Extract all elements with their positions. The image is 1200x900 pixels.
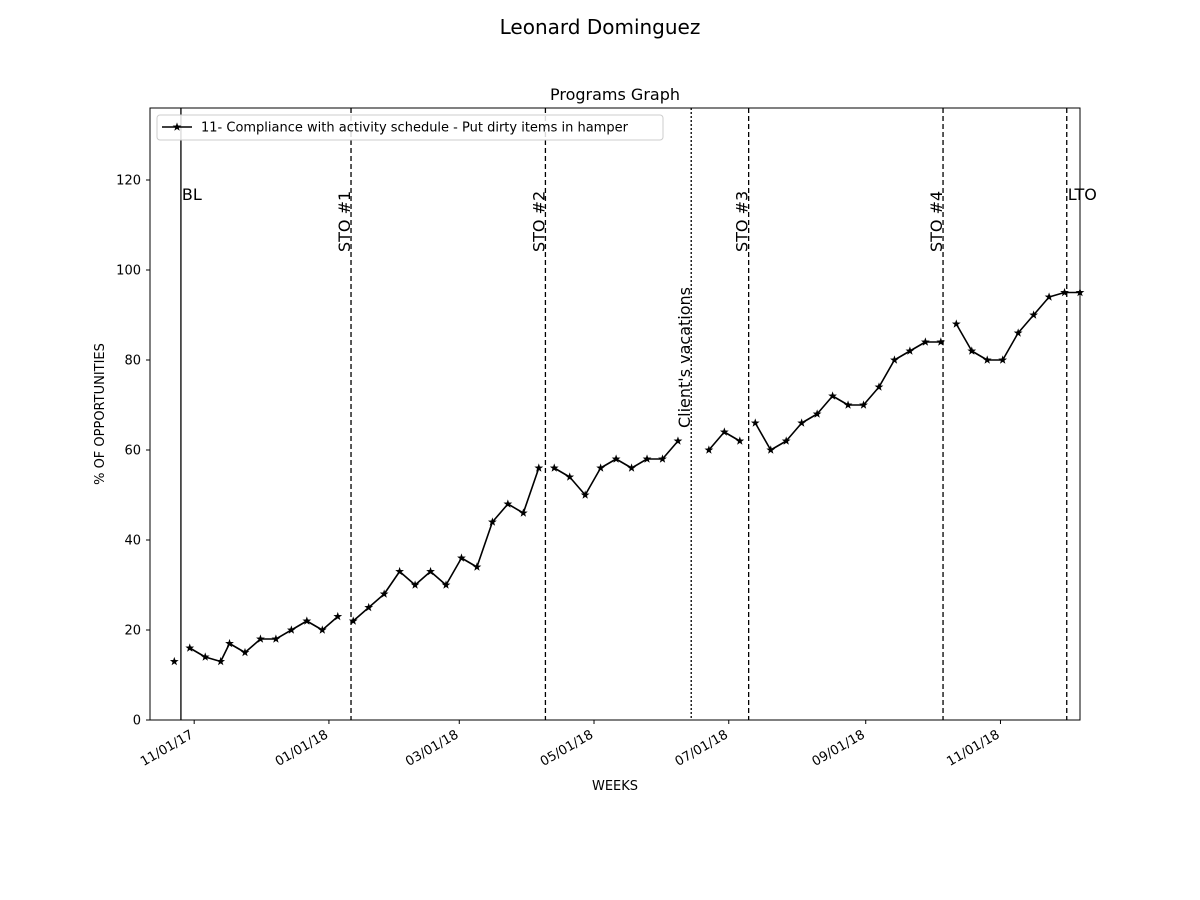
data-point-star (240, 647, 250, 657)
phase-lines: BL STO #1 STO #2 Client's vacations STO #3 ST… (180, 108, 1097, 720)
legend-star-marker (172, 122, 182, 131)
data-point-star (1060, 287, 1069, 297)
phase-label: BL (182, 185, 202, 204)
data-point-star (169, 656, 179, 666)
legend: 11- Compliance with activity schedule - … (156, 114, 664, 141)
phase-label: STO #3 (733, 191, 752, 252)
data-point-star (735, 436, 745, 445)
data-point-star (982, 355, 992, 364)
data-point-star (185, 643, 195, 652)
data-point-star (534, 463, 544, 472)
data-point-star (488, 517, 497, 526)
data-series (169, 287, 1085, 666)
data-point-star (998, 355, 1008, 364)
data-point-star (642, 454, 652, 463)
data-point-star (859, 400, 868, 409)
y-tick-label: 20 (124, 624, 141, 639)
data-point-star (395, 566, 404, 576)
figure-suptitle: Leonard Dominguez (500, 15, 701, 39)
data-point-star (1044, 292, 1054, 301)
y-tick-label: 80 (124, 354, 141, 369)
data-point-star (920, 337, 930, 346)
y-tick-label: 60 (124, 444, 141, 459)
phase-label: STO #1 (335, 191, 354, 252)
data-point-star (828, 391, 837, 400)
data-point-star (812, 409, 822, 418)
data-point-star (348, 616, 358, 625)
data-point-star (704, 445, 714, 454)
plot-frame (149, 107, 1081, 721)
data-point-star (441, 580, 451, 589)
y-tick-label: 120 (116, 174, 141, 189)
data-point-star (216, 656, 226, 666)
data-point-star (333, 611, 343, 621)
data-point-star (426, 566, 435, 576)
phase-label: LTO (1068, 185, 1097, 204)
data-point-star (874, 382, 884, 391)
data-point-star (967, 346, 977, 355)
y-tick-label: 0 (133, 714, 141, 729)
data-point-star (364, 602, 374, 612)
data-point-star (287, 625, 296, 634)
data-point-star (719, 427, 729, 436)
data-point-star (673, 436, 683, 445)
data-point-star (565, 472, 575, 481)
data-point-star (271, 634, 281, 643)
data-point-star (549, 463, 559, 472)
data-point-star (596, 463, 606, 472)
data-point-star (611, 454, 621, 463)
phase-label: STO #4 (927, 191, 946, 252)
data-point-star (379, 589, 389, 598)
data-point-star (457, 553, 466, 562)
data-point-star (225, 638, 234, 648)
data-point-star (936, 337, 946, 346)
data-point-star (1013, 328, 1023, 337)
data-point-star (905, 346, 915, 355)
data-point-star (627, 463, 636, 472)
data-point-star (750, 418, 760, 427)
data-point-star (410, 580, 420, 589)
data-point-star (472, 562, 482, 571)
phase-label: STO #2 (529, 191, 548, 252)
data-point-star (951, 319, 961, 328)
data-point-star (518, 508, 528, 517)
data-point-star (256, 634, 265, 643)
data-point-star (658, 454, 667, 463)
data-point-star (781, 436, 791, 445)
legend-label: 11- Compliance with activity schedule - … (201, 121, 629, 136)
y-tick-label: 40 (124, 534, 141, 549)
data-point-star (200, 652, 210, 661)
chart-title: Programs Graph (550, 85, 680, 104)
data-point-star (797, 418, 807, 427)
x-axis-label: WEEKS (592, 779, 638, 794)
legend-box (156, 114, 664, 141)
data-point-star (503, 499, 513, 508)
data-point-star (1029, 310, 1038, 319)
data-point-star (302, 616, 312, 625)
y-tick-label: 100 (116, 264, 141, 279)
data-point-star (580, 490, 590, 499)
data-point-star (766, 445, 776, 454)
y-axis-label: % OF OPPORTUNITIES (93, 343, 108, 485)
data-point-star (317, 625, 327, 634)
data-point-star (843, 400, 853, 409)
phase-label: Client's vacations (675, 287, 694, 428)
y-axis-ticks: 0 20 40 60 80 100 120 (116, 174, 150, 729)
data-point-star (890, 355, 899, 364)
